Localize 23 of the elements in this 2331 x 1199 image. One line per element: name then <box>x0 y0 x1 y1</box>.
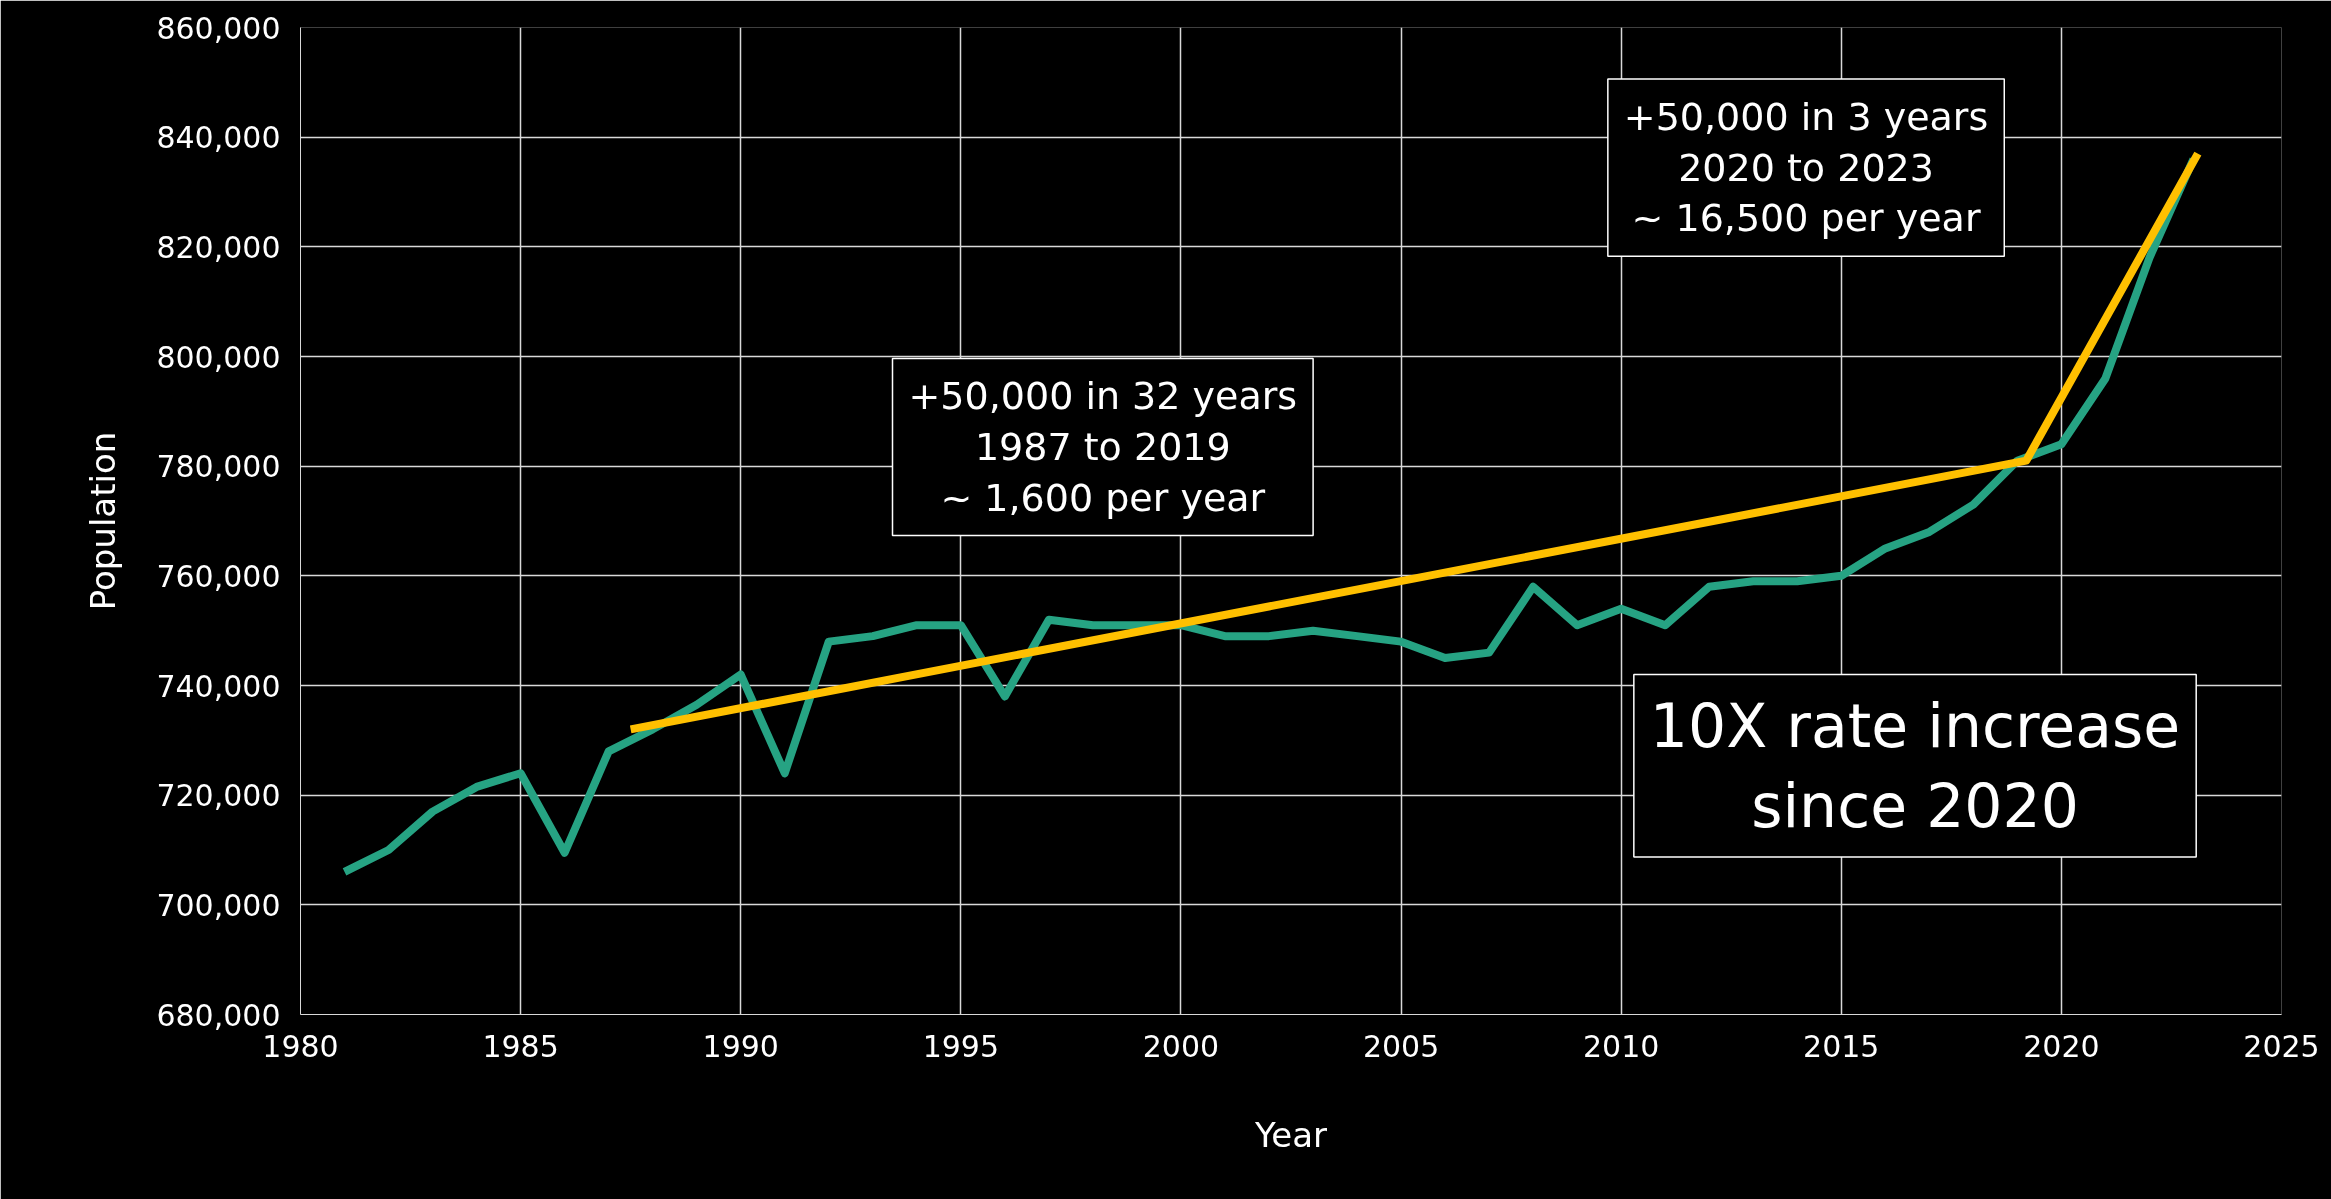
y-tick-label: 840,000 <box>156 120 281 156</box>
y-tick-label: 820,000 <box>156 229 281 265</box>
y-tick-label: 760,000 <box>156 558 281 594</box>
x-tick-label: 2010 <box>1582 1028 1660 1064</box>
x-axis-title: Year <box>1254 1114 1328 1155</box>
x-tick-label: 2020 <box>2023 1028 2100 1064</box>
y-tick-label: 800,000 <box>156 339 281 375</box>
y-tick-label: 740,000 <box>156 668 281 704</box>
annotation: +50,000 in 32 years 1987 to 2019 ~ 1,600 per year <box>908 374 1298 520</box>
x-tick-label: 2025 <box>2243 1028 2320 1064</box>
y-axis-title: Population <box>83 431 124 611</box>
x-tick-label: 1995 <box>922 1028 1000 1064</box>
annotation: +50,000 in 3 years 2020 to 2023 ~ 16,500 per year <box>1623 95 1989 241</box>
x-tick-label: 2000 <box>1142 1028 1220 1064</box>
y-tick-label: 700,000 <box>156 887 281 923</box>
y-tick-label: 860,000 <box>156 10 281 46</box>
y-tick-label: 780,000 <box>156 449 281 485</box>
y-tick-label: 720,000 <box>156 778 281 814</box>
x-tick-label: 2005 <box>1362 1028 1440 1064</box>
x-tick-label: 1990 <box>702 1028 779 1064</box>
annotation: 10X rate increase since 2020 <box>1649 690 2181 842</box>
x-tick-label: 2015 <box>1803 1028 1880 1064</box>
x-tick-label: 1985 <box>482 1028 559 1064</box>
